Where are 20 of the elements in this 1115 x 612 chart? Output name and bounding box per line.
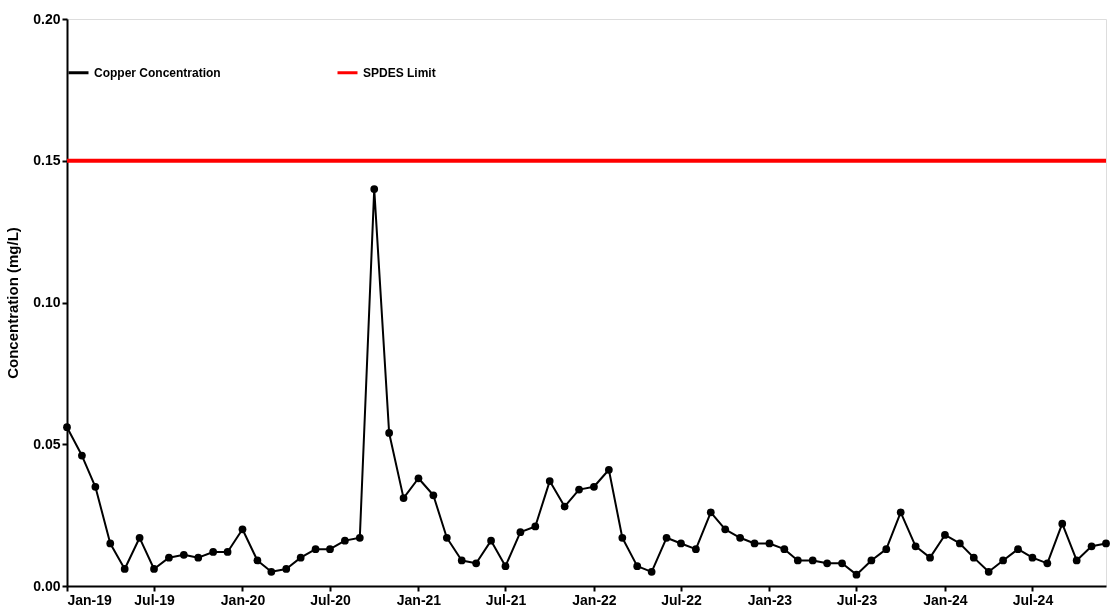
x-tick-label: Jul-20 [310, 591, 351, 608]
legend-label: SPDES Limit [363, 65, 436, 80]
x-tick-label: Jul-23 [836, 591, 878, 608]
x-tick-label: Jul-24 [1012, 591, 1054, 608]
x-tick-label: Jul-22 [661, 591, 702, 608]
y-axis-title: Concentration (mg/L) [4, 227, 22, 379]
x-tick-label: Jan-23 [747, 591, 793, 608]
x-tick-label: Jul-21 [485, 591, 527, 608]
x-tick-label: Jan-24 [923, 591, 968, 608]
legend-label: Copper Concentration [94, 65, 221, 80]
y-tick-label: 0.20 [33, 10, 61, 27]
x-tick-label: Jan-20 [220, 591, 266, 608]
y-tick-label: 0.15 [33, 152, 61, 169]
x-tick-label: Jan-21 [396, 591, 442, 608]
x-tick-label: Jan-22 [572, 591, 617, 608]
y-tick-label: 0.00 [33, 577, 61, 594]
x-tick-label: Jul-19 [134, 591, 175, 608]
y-tick-label: 0.05 [33, 435, 61, 452]
x-tick-label: Jan-19 [67, 591, 113, 608]
y-tick-label: 0.10 [33, 294, 61, 310]
